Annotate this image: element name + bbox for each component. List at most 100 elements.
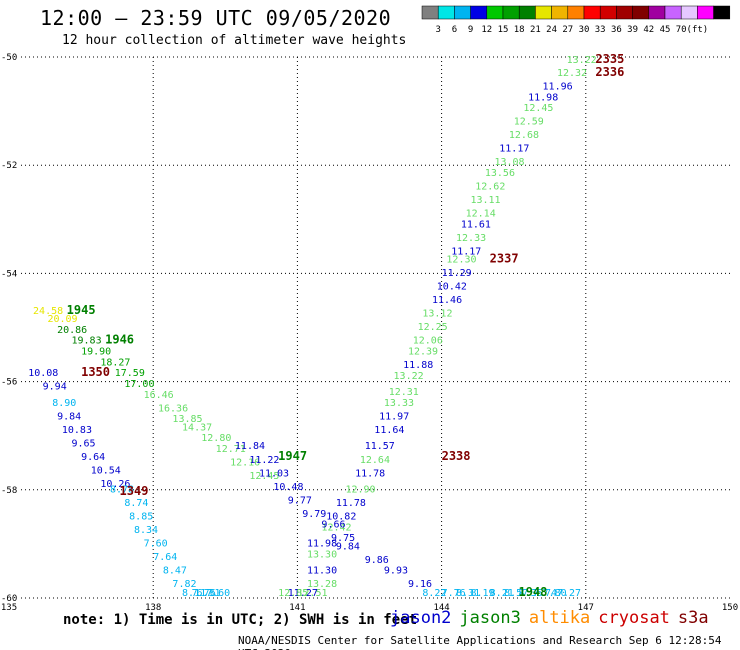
swh-value: 12.06 (413, 336, 443, 347)
swh-value: 12.30 (446, 255, 476, 266)
map-title: 12:00 — 23:59 UTC 09/05/2020 (40, 6, 392, 30)
x-tick-label: 144 (433, 603, 449, 613)
swh-value: 13.56 (485, 168, 515, 179)
swh-value: 10.08 (28, 368, 58, 379)
swh-value: 19.90 (81, 347, 111, 358)
colorbar-swatch (713, 5, 731, 20)
swh-value: 8.11 (182, 588, 206, 599)
swh-value: 13.28 (307, 579, 337, 590)
swh-value: 18.27 (100, 357, 130, 368)
swh-value: 8.74 (124, 498, 148, 509)
swh-value: 7.60 (144, 539, 168, 550)
legend-jason3: jason3 (459, 608, 521, 628)
swh-value: 12.33 (456, 233, 486, 244)
swh-value: 12.32 (557, 68, 587, 79)
swh-value: 10.26 (100, 479, 130, 490)
swh-value: 11.27 (288, 588, 318, 599)
swh-value: 13.11 (470, 195, 500, 206)
map-subtitle: 12 hour collection of altimeter wave hei… (62, 33, 407, 48)
track-time-label: 1948 (519, 585, 548, 599)
swh-value: 11.84 (235, 441, 265, 452)
x-tick-label: 141 (289, 603, 305, 613)
swh-value: 12.68 (509, 130, 539, 141)
colorbar-label: 45 (660, 25, 671, 35)
swh-value: 11.96 (543, 81, 573, 92)
swh-value: 20.09 (47, 314, 77, 325)
swh-value: 8.22 (422, 588, 446, 599)
swh-value: 11.61 (461, 219, 491, 230)
swh-value: 19.83 (71, 336, 101, 347)
swh-value: 11.22 (249, 455, 279, 466)
swh-value: 6.31 (196, 588, 220, 599)
colorbar-label: 18 (514, 25, 525, 35)
swh-value: 13.22 (394, 371, 424, 382)
swh-value: 13.30 (307, 549, 337, 560)
swh-value: 10.42 (437, 282, 467, 293)
track-time-label: 2336 (595, 65, 624, 79)
swh-value: 11.88 (403, 360, 433, 371)
swh-value: 17.00 (124, 379, 154, 390)
swh-value: 12.16 (230, 457, 260, 468)
y-tick-label: -56 (1, 378, 17, 388)
track-time-label: 2335 (595, 52, 624, 66)
swh-value: 9.93 (384, 566, 408, 577)
swh-value: 17.59 (115, 368, 145, 379)
colorbar-label: 6 (452, 25, 457, 35)
track-time-label: 1946 (105, 333, 134, 347)
swh-value: 11.78 (355, 468, 385, 479)
swh-value: 10.54 (91, 466, 121, 477)
swh-value: 12.45 (249, 471, 279, 482)
swh-value: 11.98 (528, 92, 558, 103)
track-time-label: 1350 (81, 365, 110, 379)
swh-value: 8.90 (52, 398, 76, 409)
track-time-label: 2337 (490, 252, 519, 266)
swh-value: 7.64 (153, 552, 177, 563)
swh-value: 8.85 (129, 512, 153, 523)
note-text: note: 1) Time is in UTC; 2) SWH is in fe… (63, 612, 418, 628)
swh-value: 12.51 (297, 588, 327, 599)
colorbar-label: 24 (546, 25, 557, 35)
swh-value: 13.08 (494, 157, 524, 168)
swh-value: 11.17 (451, 246, 481, 257)
swh-value: 9.84 (57, 411, 81, 422)
swh-value: 12.14 (466, 209, 496, 220)
swh-value: 9.84 (336, 541, 360, 552)
swh-value: 11.64 (374, 425, 404, 436)
swh-value: 7.27 (557, 588, 581, 599)
swh-value: 9.94 (43, 382, 67, 393)
swh-value: 12.45 (523, 103, 553, 114)
footer-credit: NOAA/NESDIS Center for Satellite Applica… (238, 634, 722, 650)
swh-value: 11.17 (499, 144, 529, 155)
swh-value: 12.80 (201, 433, 231, 444)
swh-value: 11.57 (365, 441, 395, 452)
swh-value: 11.29 (442, 268, 472, 279)
y-tick-label: -60 (1, 594, 17, 604)
colorbar-label: 70 (676, 25, 687, 35)
colorbar-label: 30 (579, 25, 590, 35)
swh-value: 8.57 (504, 588, 528, 599)
y-tick-label: -50 (1, 53, 17, 63)
colorbar-label: 12 (481, 25, 492, 35)
colorbar-label: 9 (468, 25, 473, 35)
swh-value: 12.25 (418, 322, 448, 333)
swh-value: 8.47 (163, 566, 187, 577)
track-time-label: 1349 (120, 484, 149, 498)
swh-value: 13.85 (172, 414, 202, 425)
swh-value: 24.58 (33, 306, 63, 317)
track-time-label: 2338 (442, 449, 471, 463)
legend-cryosat: cryosat (598, 608, 670, 628)
swh-value: 9.77 (288, 495, 312, 506)
swh-value: 7.74 (533, 588, 557, 599)
colorbar-label: 39 (627, 25, 638, 35)
swh-value: 12.90 (345, 485, 375, 496)
colorbar-label: 42 (643, 25, 654, 35)
swh-value: 12.85 (278, 588, 308, 599)
swh-value: 13.22 (567, 55, 597, 66)
swh-value: 11.97 (379, 411, 409, 422)
swh-value: 14.37 (182, 422, 212, 433)
swh-value: 10.82 (326, 512, 356, 523)
swh-value: 12.62 (475, 182, 505, 193)
legend-jason2: jason2 (390, 608, 452, 628)
